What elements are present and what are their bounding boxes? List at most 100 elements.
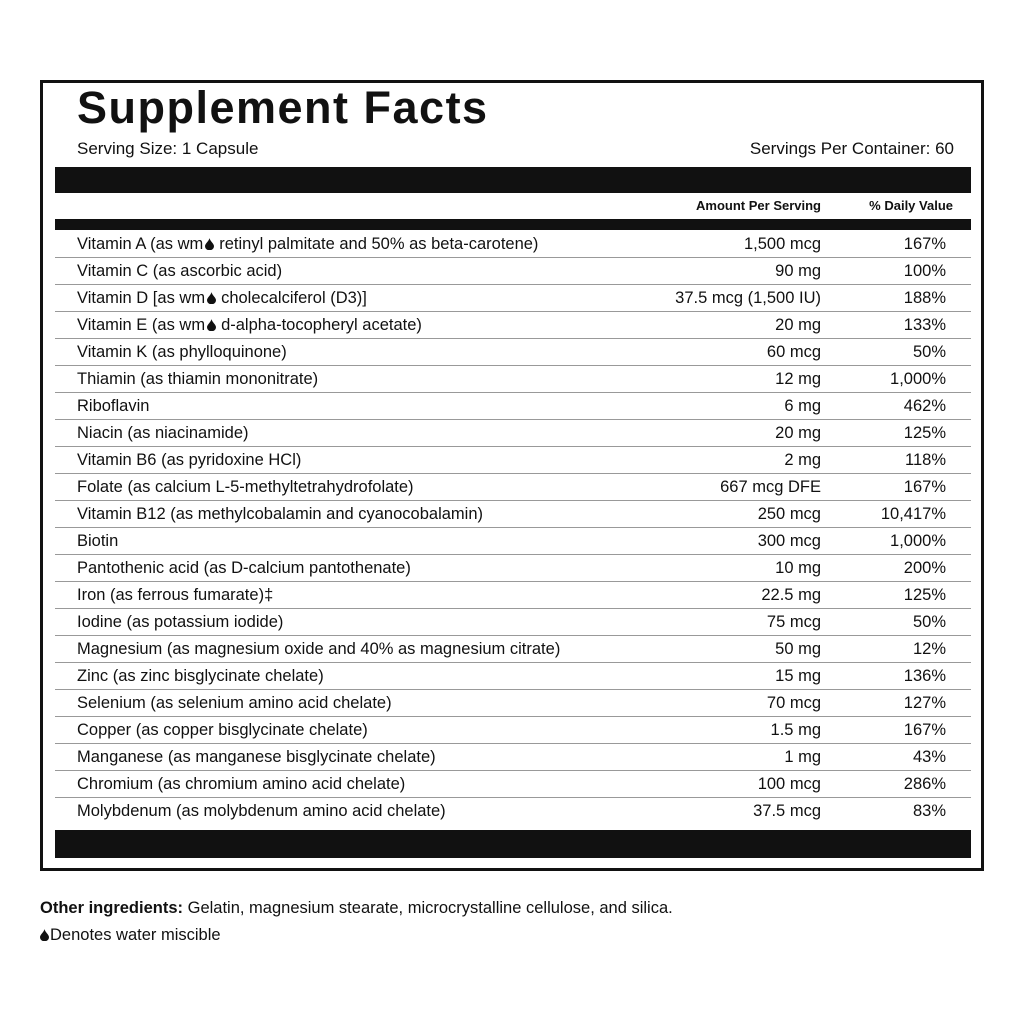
nutrient-row: Vitamin B6 (as pyridoxine HCl) 2 mg 118% <box>55 447 971 474</box>
nutrient-name: Vitamin K (as phylloquinone) <box>77 339 287 365</box>
daily-value: 83% <box>912 802 946 820</box>
nutrient-row: Iron (as ferrous fumarate)‡ 22.5 mg 125% <box>55 582 971 609</box>
amount: 10 mg <box>775 559 821 577</box>
name-part: retinyl palmitate and 50% as beta-carote… <box>219 235 539 253</box>
daily-value: 188% <box>903 289 946 307</box>
nutrient-row: Niacin (as niacinamide) 20 mg 125% <box>55 420 971 447</box>
name-part: Vitamin K (as phylloquinone) <box>77 343 287 361</box>
nutrient-row: Copper (as copper bisglycinate chelate) 1… <box>55 717 971 744</box>
amount: 12 mg <box>775 370 821 388</box>
name-part: Vitamin C (as ascorbic acid) <box>77 262 283 280</box>
amount: 300 mcg <box>757 532 821 550</box>
water-miscible-note: Denotes water miscible <box>40 926 221 945</box>
servings-per-container: Servings Per Container: 60 <box>749 139 954 158</box>
name-part: Zinc (as zinc bisglycinate chelate) <box>77 667 324 685</box>
name-part: Magnesium (as magnesium oxide and 40% as… <box>77 640 561 658</box>
name-part: Biotin <box>77 532 119 550</box>
name-part: Iodine (as potassium iodide) <box>77 613 284 631</box>
nutrient-name: Magnesium (as magnesium oxide and 40% as… <box>77 636 560 662</box>
nutrient-row: Selenium (as selenium amino acid chelate… <box>55 690 971 717</box>
amount: 50 mg <box>775 640 821 658</box>
nutrient-name: Chromium (as chromium amino acid chelate… <box>77 771 405 797</box>
daily-value: 286% <box>903 775 946 793</box>
nutrient-row: Vitamin B12 (as methylcobalamin and cyan… <box>55 501 971 528</box>
daily-value: 133% <box>903 316 946 334</box>
droplet-icon <box>207 319 217 331</box>
name-part: cholecalciferol (D3)] <box>221 289 367 307</box>
nutrient-row: Vitamin D [as wm cholecalciferol (D3)] 37.… <box>55 285 971 312</box>
amount: 1 mg <box>784 748 821 766</box>
nutrient-name: Iodine (as potassium iodide) <box>77 609 283 635</box>
nutrient-name: Folate (as calcium L-5-methyltetrahydrof… <box>77 474 414 500</box>
divider-bar <box>55 219 971 230</box>
nutrient-row: Magnesium (as magnesium oxide and 40% as… <box>55 636 971 663</box>
nutrient-name: Biotin <box>77 528 118 554</box>
facts-panel <box>40 80 984 871</box>
droplet-icon <box>205 238 215 250</box>
amount: 2 mg <box>784 451 821 469</box>
nutrient-name: Vitamin D [as wm cholecalciferol (D3)] <box>77 285 367 311</box>
daily-value: 125% <box>903 586 946 604</box>
nutrient-name: Vitamin C (as ascorbic acid) <box>77 258 282 284</box>
daily-value: 200% <box>903 559 946 577</box>
nutrient-name: Pantothenic acid (as D-calcium pantothen… <box>77 555 411 581</box>
nutrient-row: Iodine (as potassium iodide) 75 mcg 50% <box>55 609 971 636</box>
header-bar <box>55 167 971 193</box>
amount: 60 mcg <box>766 343 821 361</box>
nutrient-row: Zinc (as zinc bisglycinate chelate) 15 mg… <box>55 663 971 690</box>
droplet-icon <box>207 292 217 304</box>
name-part: Copper (as copper bisglycinate chelate) <box>77 721 368 739</box>
nutrient-row: Molybdenum (as molybdenum amino acid che… <box>55 798 971 824</box>
nutrient-row: Pantothenic acid (as D-calcium pantothen… <box>55 555 971 582</box>
nutrient-name: Vitamin B6 (as pyridoxine HCl) <box>77 447 301 473</box>
name-part: Pantothenic acid (as D-calcium pantothen… <box>77 559 411 577</box>
other-ingredients: Other ingredients: Gelatin, magnesium st… <box>40 899 673 918</box>
nutrient-name: Niacin (as niacinamide) <box>77 420 249 446</box>
amount: 1,500 mcg <box>743 235 821 253</box>
name-part: Vitamin E (as wm <box>77 316 206 334</box>
amount: 667 mcg DFE <box>720 478 821 496</box>
note-text: Denotes water miscible <box>50 926 221 944</box>
daily-value: 167% <box>903 721 946 739</box>
daily-value: 127% <box>903 694 946 712</box>
name-part: Manganese (as manganese bisglycinate che… <box>77 748 436 766</box>
nutrient-name: Manganese (as manganese bisglycinate che… <box>77 744 436 770</box>
nutrient-row: Vitamin E (as wm d-alpha-tocopheryl aceta… <box>55 312 971 339</box>
nutrient-name: Molybdenum (as molybdenum amino acid che… <box>77 798 446 824</box>
nutrient-row: Manganese (as manganese bisglycinate che… <box>55 744 971 771</box>
amount: 22.5 mg <box>761 586 821 604</box>
nutrient-name: Vitamin A (as wm retinyl palmitate and 50… <box>77 231 538 257</box>
amount: 75 mcg <box>766 613 821 631</box>
amount: 70 mcg <box>766 694 821 712</box>
name-part: Vitamin D [as wm <box>77 289 206 307</box>
name-part: Molybdenum (as molybdenum amino acid che… <box>77 802 446 820</box>
daily-value: 167% <box>903 235 946 253</box>
nutrient-name: Selenium (as selenium amino acid chelate… <box>77 690 392 716</box>
nutrient-name: Zinc (as zinc bisglycinate chelate) <box>77 663 324 689</box>
nutrient-row: Vitamin A (as wm retinyl palmitate and 50… <box>55 231 971 258</box>
daily-value: 125% <box>903 424 946 442</box>
daily-value: 136% <box>903 667 946 685</box>
daily-value: 118% <box>905 451 946 469</box>
name-part: d-alpha-tocopheryl acetate) <box>221 316 422 334</box>
title: Supplement Facts <box>77 82 489 133</box>
daily-value: 10,417% <box>880 505 946 523</box>
footer-bar <box>55 830 971 858</box>
daily-value: 50% <box>912 343 946 361</box>
name-part: Folate (as calcium L-5-methyltetrahydrof… <box>77 478 414 496</box>
amount: 20 mg <box>775 424 821 442</box>
nutrient-row: Riboflavin 6 mg 462% <box>55 393 971 420</box>
name-part: Iron (as ferrous fumarate)‡ <box>77 586 274 604</box>
amount: 250 mcg <box>757 505 821 523</box>
daily-value: 167% <box>903 478 946 496</box>
nutrient-name: Vitamin B12 (as methylcobalamin and cyan… <box>77 501 483 527</box>
nutrient-row: Vitamin C (as ascorbic acid) 90 mg 100% <box>55 258 971 285</box>
daily-value: 100% <box>903 262 946 280</box>
other-ingredients-text: Gelatin, magnesium stearate, microcrysta… <box>187 899 673 917</box>
amount: 90 mg <box>775 262 821 280</box>
name-part: Riboflavin <box>77 397 150 415</box>
nutrient-row: Chromium (as chromium amino acid chelate… <box>55 771 971 798</box>
daily-value: 43% <box>912 748 946 766</box>
name-part: Vitamin A (as wm <box>77 235 204 253</box>
daily-value: 50% <box>912 613 946 631</box>
